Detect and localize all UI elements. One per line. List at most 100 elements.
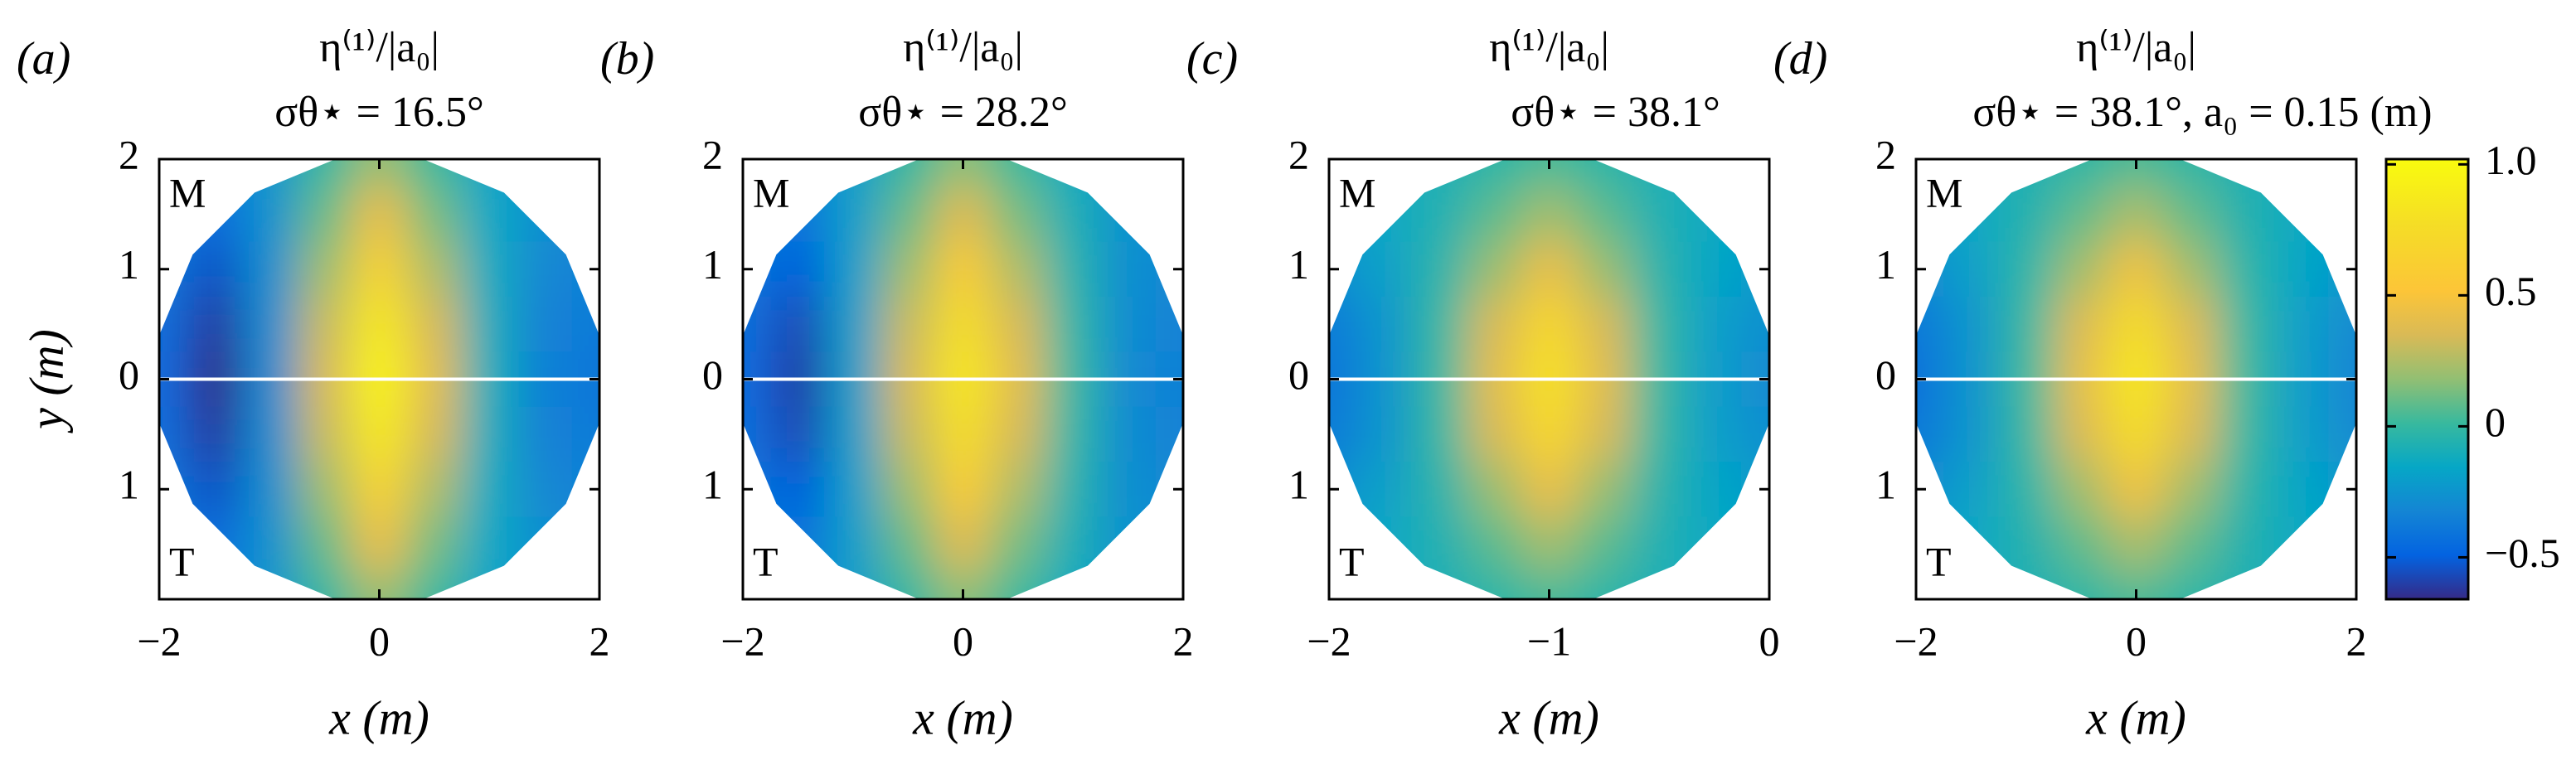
cell xyxy=(935,406,992,463)
cell xyxy=(352,296,408,353)
cell xyxy=(406,296,463,353)
cell xyxy=(770,571,827,599)
cell xyxy=(1466,462,1523,518)
y-tick-label: 0 xyxy=(119,351,139,398)
cell xyxy=(1155,159,1183,188)
cell xyxy=(1100,159,1157,188)
cell xyxy=(1943,462,2000,518)
x-tick-label: −2 xyxy=(1307,617,1351,664)
cell xyxy=(935,462,992,518)
cell xyxy=(2053,186,2110,243)
annotation: M xyxy=(169,169,206,215)
cell xyxy=(1100,296,1157,353)
cell xyxy=(1521,241,1578,298)
cell xyxy=(296,516,353,573)
cell xyxy=(571,186,599,243)
y-tick-label: 2 xyxy=(119,131,139,177)
cell xyxy=(406,406,463,463)
cell xyxy=(880,571,937,599)
cell xyxy=(1466,296,1523,353)
cell xyxy=(462,516,518,573)
cell xyxy=(1632,406,1688,463)
cell xyxy=(1741,516,1769,573)
y-tick-label: 2 xyxy=(1288,131,1309,177)
cell xyxy=(1576,571,1633,599)
cell xyxy=(825,296,881,353)
cell xyxy=(517,462,573,518)
cell xyxy=(880,516,937,573)
x-tick-label: 0 xyxy=(369,617,390,664)
annotation: M xyxy=(753,169,789,215)
cell xyxy=(2108,462,2165,518)
cell xyxy=(1045,406,1102,463)
cell xyxy=(2053,571,2110,599)
cell xyxy=(1155,462,1183,518)
subtitle: σθ⋆ = 38.1°, a₀ = 0.15 (m) xyxy=(1972,89,2432,136)
cell xyxy=(990,186,1047,243)
cell xyxy=(2108,406,2165,463)
title: η⁽¹⁾/|a₀| xyxy=(1489,24,1609,71)
cell xyxy=(1521,462,1578,518)
cell xyxy=(1100,516,1157,573)
cell xyxy=(2273,406,2330,463)
cell xyxy=(159,296,188,353)
cell xyxy=(2273,516,2330,573)
cell xyxy=(1329,296,1358,353)
cell xyxy=(241,296,298,353)
cell xyxy=(2053,296,2110,353)
cell xyxy=(825,186,881,243)
cell xyxy=(1356,296,1413,353)
cell xyxy=(1466,241,1523,298)
cell xyxy=(1356,516,1413,573)
cell xyxy=(1356,406,1413,463)
cell xyxy=(1411,462,1467,518)
cell xyxy=(571,296,599,353)
y-tick-label: 2 xyxy=(702,131,723,177)
cell xyxy=(1576,462,1633,518)
cell xyxy=(187,241,243,298)
x-tick-label: 0 xyxy=(1759,617,1780,664)
cell xyxy=(770,516,827,573)
cell xyxy=(2219,186,2275,243)
cell xyxy=(296,186,353,243)
x-axis-label: x (m) xyxy=(2085,690,2186,744)
annotation: T xyxy=(753,538,779,584)
x-tick-label: −2 xyxy=(137,617,181,664)
cell xyxy=(880,462,937,518)
cell xyxy=(1741,462,1769,518)
cell xyxy=(1741,241,1769,298)
cell xyxy=(406,571,463,599)
cell xyxy=(1411,186,1467,243)
subtitle: σθ⋆ = 28.2° xyxy=(858,89,1068,136)
cell xyxy=(1466,406,1523,463)
cell xyxy=(2163,571,2220,599)
cell xyxy=(352,241,408,298)
cell xyxy=(1466,186,1523,243)
cell xyxy=(462,296,518,353)
cell xyxy=(1576,186,1633,243)
panel-label: (c) xyxy=(1186,33,1238,85)
cell xyxy=(462,241,518,298)
annotation: T xyxy=(169,538,195,584)
cell xyxy=(352,406,408,463)
cell xyxy=(296,296,353,353)
x-tick-label: −1 xyxy=(1527,617,1571,664)
y-tick-label: 1 xyxy=(702,462,723,508)
cell xyxy=(571,516,599,573)
cell xyxy=(2108,241,2165,298)
cell xyxy=(1632,516,1688,573)
cell xyxy=(1916,296,1945,353)
cell xyxy=(296,241,353,298)
cell xyxy=(1411,241,1467,298)
cell xyxy=(770,462,827,518)
colorbar-tick-label: 1.0 xyxy=(2485,137,2537,183)
cell xyxy=(2053,406,2110,463)
cell xyxy=(1943,406,2000,463)
annotation: T xyxy=(1339,538,1365,584)
cell xyxy=(1329,406,1358,463)
cell xyxy=(1356,241,1413,298)
cell xyxy=(1576,241,1633,298)
cell xyxy=(1155,296,1183,353)
cell xyxy=(1998,516,2054,573)
cell xyxy=(296,406,353,463)
